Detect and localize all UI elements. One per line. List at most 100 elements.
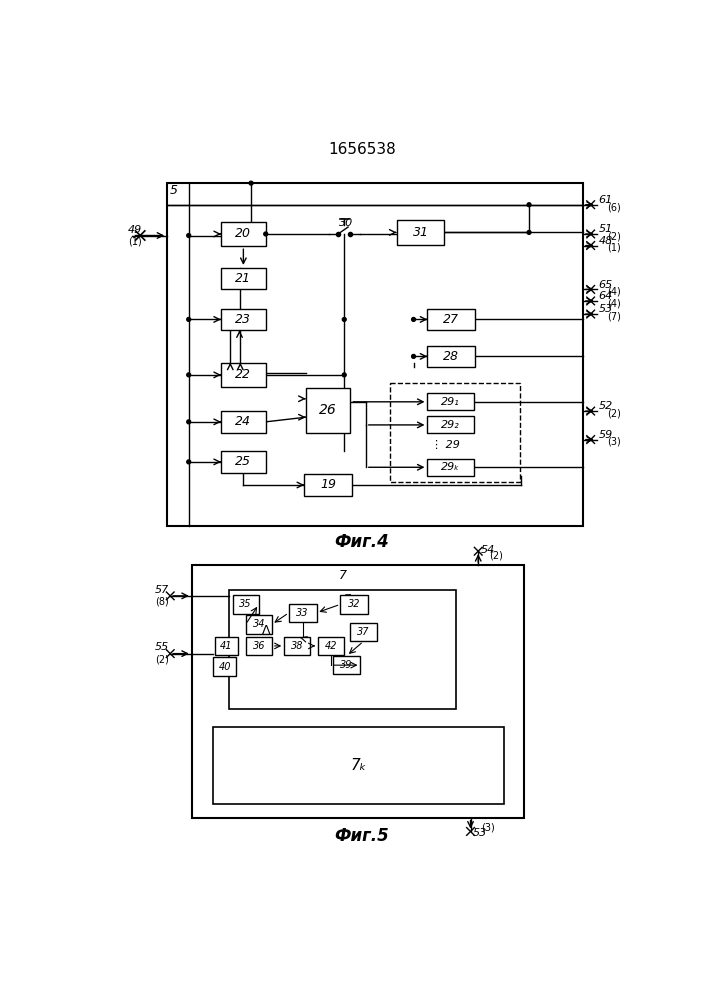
- Text: 35: 35: [240, 599, 252, 609]
- Text: 33: 33: [296, 608, 309, 618]
- Bar: [428, 309, 475, 330]
- Bar: [288, 604, 317, 622]
- Text: (6): (6): [607, 202, 621, 212]
- Text: 22: 22: [235, 368, 252, 381]
- Text: 31: 31: [412, 226, 428, 239]
- Text: (7): (7): [607, 311, 621, 321]
- Text: ⋮ 29: ⋮ 29: [431, 440, 460, 450]
- Text: 36: 36: [252, 641, 265, 651]
- Text: 49: 49: [128, 225, 142, 235]
- Text: (2): (2): [155, 654, 169, 664]
- Text: 65: 65: [598, 280, 612, 290]
- Text: 34: 34: [252, 619, 265, 629]
- Text: 19: 19: [320, 478, 336, 491]
- Text: 7: 7: [339, 569, 346, 582]
- Text: Фиг.4: Фиг.4: [334, 533, 390, 551]
- Text: 25: 25: [235, 455, 252, 468]
- Text: (2): (2): [489, 551, 503, 561]
- Text: 5: 5: [169, 184, 177, 197]
- Text: 57: 57: [154, 585, 169, 595]
- Bar: [221, 363, 266, 387]
- Bar: [215, 637, 238, 655]
- Circle shape: [249, 181, 253, 185]
- Circle shape: [411, 354, 416, 358]
- Bar: [428, 416, 474, 433]
- Bar: [428, 459, 474, 476]
- Circle shape: [411, 318, 416, 321]
- Bar: [246, 637, 272, 655]
- Text: 48: 48: [598, 236, 612, 246]
- Text: 52: 52: [598, 401, 612, 411]
- Bar: [214, 727, 504, 804]
- Text: 28: 28: [443, 350, 460, 363]
- Circle shape: [187, 373, 191, 377]
- Bar: [192, 565, 525, 818]
- Bar: [214, 657, 236, 676]
- Text: 29₂: 29₂: [441, 420, 460, 430]
- Text: 59: 59: [598, 430, 612, 440]
- Bar: [305, 388, 351, 433]
- Circle shape: [187, 460, 191, 464]
- Text: Фиг.5: Фиг.5: [334, 827, 390, 845]
- Bar: [233, 595, 259, 614]
- Circle shape: [527, 203, 531, 207]
- Text: 61: 61: [598, 195, 612, 205]
- Text: (4): (4): [607, 287, 621, 297]
- Bar: [304, 474, 352, 496]
- Text: 42: 42: [325, 641, 337, 651]
- Bar: [284, 637, 310, 655]
- Bar: [229, 590, 456, 709]
- Bar: [333, 656, 361, 674]
- Text: 53: 53: [598, 304, 612, 314]
- Text: 41: 41: [220, 641, 233, 651]
- Bar: [318, 637, 344, 655]
- Text: 7ₖ: 7ₖ: [351, 758, 367, 773]
- Circle shape: [527, 230, 531, 234]
- Text: (1): (1): [128, 237, 141, 247]
- Text: 20: 20: [235, 227, 252, 240]
- Text: 55: 55: [154, 642, 169, 652]
- Bar: [351, 623, 377, 641]
- Circle shape: [187, 234, 191, 237]
- Text: 39: 39: [340, 660, 353, 670]
- Bar: [340, 595, 368, 614]
- Bar: [221, 268, 266, 289]
- Text: 23: 23: [235, 313, 252, 326]
- Text: 29₁: 29₁: [441, 397, 460, 407]
- Bar: [390, 383, 520, 482]
- Text: 53: 53: [473, 828, 487, 838]
- Text: 51: 51: [598, 224, 612, 234]
- Text: Λ: Λ: [262, 624, 270, 637]
- Bar: [428, 393, 474, 410]
- Text: 54: 54: [481, 545, 495, 555]
- Text: 37: 37: [357, 627, 370, 637]
- Text: (8): (8): [155, 596, 169, 606]
- Text: 1656538: 1656538: [328, 142, 396, 157]
- Bar: [221, 451, 266, 473]
- Text: 24: 24: [235, 415, 252, 428]
- Bar: [221, 222, 266, 246]
- Circle shape: [342, 373, 346, 377]
- Text: 30: 30: [339, 218, 353, 228]
- Bar: [428, 346, 475, 367]
- Bar: [221, 309, 266, 330]
- Text: 32: 32: [348, 599, 361, 609]
- Circle shape: [342, 318, 346, 321]
- Bar: [397, 220, 444, 245]
- Text: 29ₖ: 29ₖ: [441, 462, 460, 472]
- Text: 38: 38: [291, 641, 303, 651]
- Text: 40: 40: [218, 662, 231, 672]
- Text: 27: 27: [443, 313, 460, 326]
- Text: (2): (2): [607, 408, 621, 418]
- Bar: [167, 183, 583, 526]
- Text: (1): (1): [607, 243, 621, 253]
- Bar: [246, 615, 272, 634]
- Text: 64: 64: [598, 291, 612, 301]
- Circle shape: [187, 420, 191, 424]
- Text: (2): (2): [607, 231, 621, 241]
- Text: (3): (3): [607, 437, 621, 447]
- Circle shape: [264, 232, 268, 236]
- Circle shape: [187, 318, 191, 321]
- Text: 26: 26: [319, 403, 337, 417]
- Text: 21: 21: [235, 272, 252, 285]
